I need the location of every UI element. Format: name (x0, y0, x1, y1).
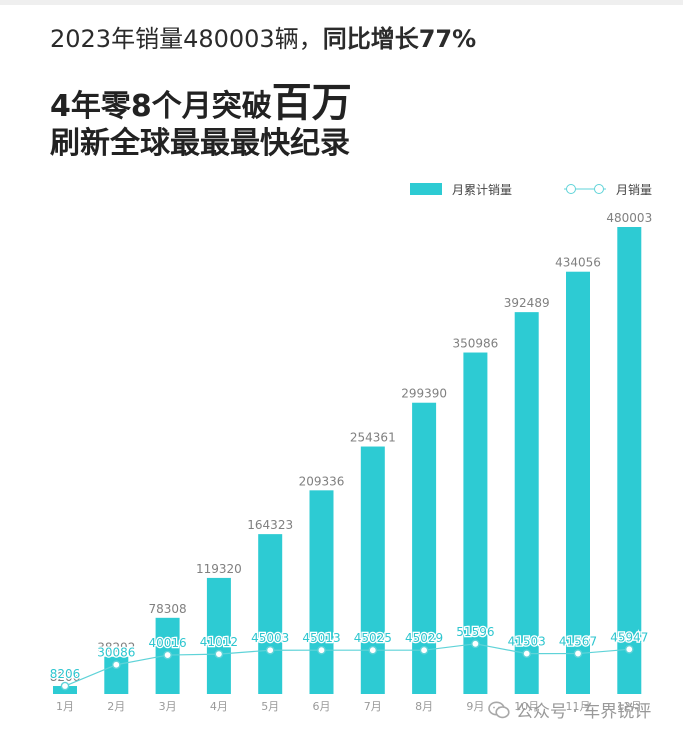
line-value-label: 30086 (97, 646, 135, 660)
bar-value-label: 392489 (504, 296, 550, 310)
monthly-sales-line (64, 643, 630, 687)
line-value-label: 45003 (251, 631, 289, 645)
monthly-sales-point (573, 649, 583, 658)
x-tick-label: 11月 (566, 700, 591, 713)
bar-cumulative (617, 227, 642, 694)
bar-cumulative (514, 312, 539, 694)
monthly-sales-point (522, 649, 532, 658)
line-value-label: 51596 (456, 625, 494, 639)
headline-milestone: 4年零8个月突破百万 (50, 70, 352, 128)
monthly-sales-point (214, 649, 224, 659)
headline-milestone-text: 4年零8个月突破 (50, 89, 272, 124)
monthly-sales-point (317, 645, 326, 655)
legend-label-cumulative: 月累计销量 (452, 182, 513, 197)
bar-cumulative (206, 577, 231, 694)
wechat-icon (488, 701, 510, 718)
x-tick-label: 10月 (514, 700, 539, 713)
bar-cumulative (360, 446, 385, 694)
legend-item-cumulative: 月累计销量 (410, 181, 512, 197)
monthly-sales-point (625, 644, 634, 654)
monthly-sales-point (368, 645, 378, 655)
x-tick-label: 2月 (107, 700, 125, 713)
headline-record: 刷新全球最最最快纪录 (50, 126, 350, 161)
headline-sales: 2023年销量480003辆，同比增长77% (50, 19, 476, 54)
line-value-label: 41012 (200, 635, 238, 649)
x-tick-label: 12月 (617, 700, 642, 713)
x-tick-label: 8月 (415, 700, 433, 713)
monthly-sales-point (112, 660, 121, 670)
x-tick-label: 3月 (159, 700, 177, 713)
line-value-label: 45025 (354, 631, 392, 645)
x-tick-label: 4月 (210, 700, 228, 713)
bar-value-label: 8206 (50, 670, 81, 684)
bar-value-label: 38292 (97, 641, 135, 655)
bar-value-label: 164323 (247, 518, 293, 532)
bar-cumulative (412, 402, 437, 694)
line-value-label: 45947 (610, 630, 648, 644)
bar-value-label: 299390 (401, 387, 447, 401)
x-tick-label: 5月 (261, 700, 279, 713)
top-divider (0, 0, 683, 5)
line-value-label: 40016 (149, 636, 187, 650)
legend-swatch-bar (410, 183, 442, 195)
x-tick-label: 6月 (313, 700, 331, 713)
bar-cumulative (566, 271, 590, 694)
watermark-text: 公众号 · 车界锐评 (516, 702, 652, 722)
headline-sales-text: 2023年销量480003辆， (50, 25, 323, 53)
legend-swatch-line (564, 184, 606, 194)
bar-value-label: 254361 (350, 431, 396, 445)
x-tick-label: 9月 (466, 700, 484, 713)
bar-value-label: 119320 (196, 562, 242, 576)
bar-cumulative (258, 534, 283, 694)
legend-label-monthly: 月销量 (616, 182, 653, 197)
bar-value-label: 78308 (149, 602, 187, 616)
line-value-label: 45013 (302, 631, 340, 645)
line-value-label: 41503 (508, 635, 546, 649)
headline-growth: 同比增长77% (322, 25, 477, 53)
monthly-sales-point (419, 645, 429, 655)
line-value-label: 41567 (559, 635, 597, 649)
bar-cumulative (463, 352, 488, 694)
line-value-label: 8206 (50, 667, 81, 681)
headline-milestone-emphasis: 百万 (271, 80, 352, 126)
x-tick-label: 1月 (56, 700, 74, 713)
watermark: 公众号 · 车界锐评 (488, 697, 651, 722)
bar-value-label: 209336 (299, 474, 345, 488)
line-value-label: 45029 (405, 631, 443, 645)
bar-value-label: 350986 (452, 337, 498, 351)
monthly-sales-point (265, 645, 275, 655)
bar-value-label: 480003 (606, 211, 652, 225)
monthly-sales-point (163, 650, 172, 660)
monthly-sales-point (471, 639, 480, 649)
bar-value-label: 434056 (555, 256, 601, 270)
bar-cumulative (309, 490, 334, 694)
monthly-sales-point (60, 681, 70, 691)
legend-item-monthly: 月销量 (564, 181, 652, 197)
x-tick-label: 7月 (364, 700, 382, 713)
